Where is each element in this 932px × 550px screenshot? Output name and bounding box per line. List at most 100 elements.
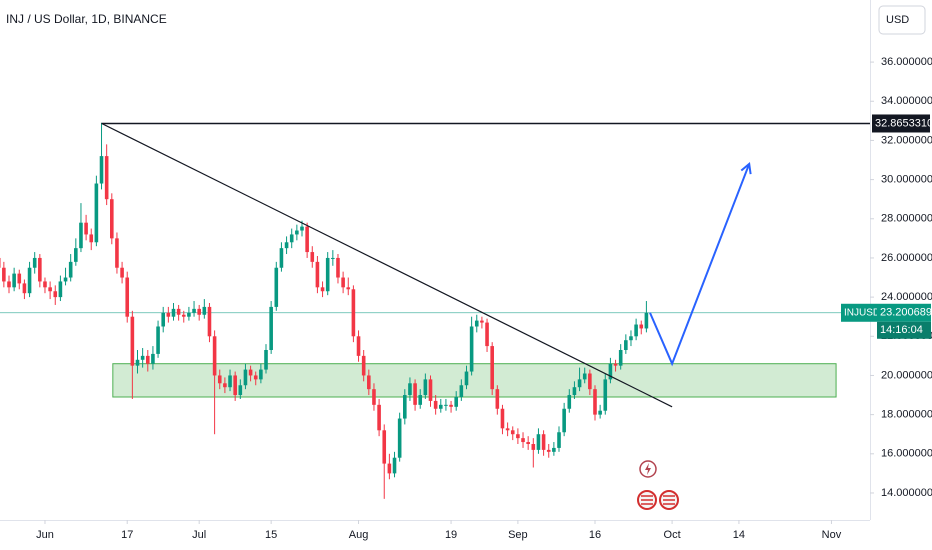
candle-body	[238, 385, 243, 396]
candle-body	[351, 289, 356, 337]
candle-body	[171, 308, 176, 317]
trendline	[101, 122, 673, 408]
candle-body	[408, 383, 412, 396]
currency-label[interactable]: USD	[886, 14, 909, 26]
candle-body	[500, 408, 505, 429]
candle-body	[603, 379, 608, 411]
candle-body	[161, 312, 166, 327]
candle-body	[259, 369, 263, 380]
candle-body	[624, 340, 628, 350]
candle-body	[444, 404, 448, 406]
price-label: 23.2006892	[880, 307, 932, 319]
candle-body	[284, 242, 289, 249]
candle-body	[48, 287, 52, 292]
x-tick-label: Jul	[192, 529, 206, 541]
candle-body	[295, 230, 299, 235]
event-lightning	[645, 463, 651, 475]
candle-body	[120, 267, 124, 278]
candle-body	[2, 267, 6, 282]
candle-body	[166, 312, 171, 317]
y-tick-label: 34.0000000	[881, 95, 932, 107]
candle-body	[552, 447, 556, 452]
candle-body	[367, 375, 371, 390]
candle-body	[454, 397, 459, 407]
candle-body	[382, 430, 387, 464]
candle-body	[505, 428, 510, 431]
candle-body	[89, 234, 94, 243]
candle-body	[423, 379, 428, 396]
candle-body	[264, 349, 268, 370]
candle-body	[32, 257, 37, 268]
candle-body	[274, 267, 279, 307]
y-tick-label: 30.0000000	[881, 174, 932, 186]
candle-body	[613, 363, 618, 366]
candle-body	[397, 418, 402, 458]
candle-body	[469, 326, 474, 372]
candle-body	[135, 359, 140, 366]
candle-body	[253, 375, 258, 380]
candle-body	[12, 273, 16, 288]
candle-body	[598, 410, 602, 415]
candle-body	[464, 371, 469, 386]
candle-body	[99, 156, 104, 184]
candle-body	[320, 287, 325, 292]
candle-body	[418, 395, 423, 405]
x-tick-label: 16	[589, 529, 601, 541]
candle-body	[305, 226, 309, 253]
candle-body	[377, 404, 381, 431]
x-tick-label: 19	[445, 529, 457, 541]
candle-body	[449, 404, 453, 407]
candle-body	[325, 257, 330, 292]
candle-body	[38, 257, 42, 282]
candle-body	[567, 395, 572, 409]
candle-body	[336, 257, 340, 278]
candle-body	[279, 248, 284, 268]
candle-body	[7, 281, 11, 288]
candle-body	[387, 463, 392, 474]
candle-body	[125, 277, 130, 317]
currency-button[interactable]	[878, 5, 926, 35]
candle-body	[618, 349, 623, 366]
candle-body	[526, 442, 530, 445]
candle-body	[130, 316, 135, 366]
y-tick-label: 18.0000000	[881, 409, 932, 421]
projection-arrow	[649, 164, 749, 367]
candle-body	[243, 369, 248, 386]
symbol-label: INJUSD	[844, 307, 880, 318]
candle-body	[43, 281, 47, 288]
candle-body	[392, 457, 397, 474]
candle-body	[413, 383, 417, 405]
candle-body	[0, 257, 1, 268]
candle-body	[217, 375, 222, 384]
candle-body	[433, 400, 438, 409]
candle-body	[428, 379, 433, 401]
y-tick-label: 24.0000000	[881, 291, 932, 303]
candle-body	[588, 373, 592, 390]
y-tick-label: 28.0000000	[881, 213, 932, 225]
candle-body	[176, 308, 181, 315]
candle-body	[474, 320, 479, 327]
candle-body	[68, 261, 73, 278]
candle-body	[634, 324, 638, 337]
candle-body	[577, 379, 582, 388]
candle-body	[403, 395, 407, 419]
candle-body	[557, 432, 561, 448]
candle-body	[58, 281, 63, 298]
y-tick-label: 16.0000000	[881, 448, 932, 460]
candle-body	[192, 308, 196, 313]
x-tick-label: Nov	[822, 529, 842, 541]
candle-body	[79, 222, 83, 249]
candle-body	[233, 375, 237, 396]
candle-body	[115, 238, 119, 268]
candle-body	[331, 257, 335, 259]
candle-body	[310, 252, 315, 262]
y-tick-label: 14.0000000	[881, 487, 932, 499]
candle-body	[356, 336, 361, 356]
candle-body	[546, 449, 551, 452]
x-tick-label: 14	[733, 529, 745, 541]
candle-body	[516, 434, 520, 439]
candle-body	[74, 248, 78, 262]
candle-body	[197, 308, 201, 315]
candle-body	[315, 261, 320, 288]
